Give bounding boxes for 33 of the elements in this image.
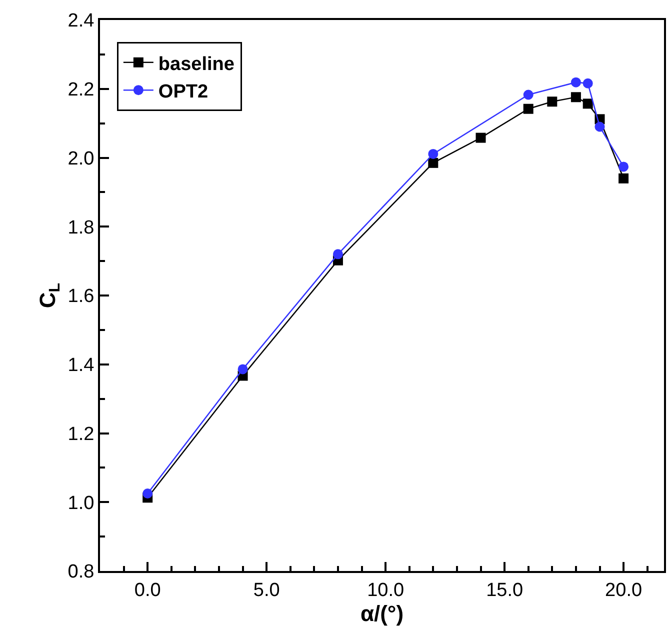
point bbox=[428, 158, 438, 168]
y-tick-label: 2.0 bbox=[68, 148, 94, 170]
point bbox=[570, 77, 581, 88]
point bbox=[523, 104, 534, 114]
point bbox=[476, 132, 486, 143]
x-axis-title: α/(°) bbox=[360, 601, 404, 626]
point bbox=[428, 148, 438, 159]
y-tick-label: 1.0 bbox=[68, 492, 94, 514]
x-tick-label: 10.0 bbox=[367, 580, 404, 601]
point bbox=[582, 78, 593, 88]
y-tick-label: 1.6 bbox=[68, 286, 94, 308]
y-tick-label: 1.4 bbox=[68, 355, 95, 376]
x-tick-label: 15.0 bbox=[486, 580, 524, 601]
point bbox=[594, 122, 605, 132]
y-tick-label: 1.8 bbox=[68, 217, 94, 238]
point bbox=[618, 162, 629, 172]
point bbox=[547, 96, 558, 107]
point bbox=[142, 488, 153, 499]
x-tick-label: 20.0 bbox=[605, 580, 642, 601]
legend-label: OPT2 bbox=[158, 82, 208, 102]
y-tick-label: 1.2 bbox=[68, 424, 94, 445]
point bbox=[238, 364, 248, 374]
legend-label: baseline bbox=[158, 54, 234, 75]
point bbox=[582, 98, 593, 109]
point bbox=[523, 90, 534, 100]
y-tick-label: 2.2 bbox=[68, 80, 94, 101]
point bbox=[332, 249, 343, 260]
x-tick-label: 5.0 bbox=[253, 580, 280, 601]
point bbox=[618, 173, 629, 184]
y-tick-label: 0.8 bbox=[68, 562, 94, 583]
point bbox=[570, 92, 581, 102]
y-tick-label: 2.4 bbox=[68, 10, 95, 32]
x-tick-label: 0.0 bbox=[134, 580, 161, 601]
